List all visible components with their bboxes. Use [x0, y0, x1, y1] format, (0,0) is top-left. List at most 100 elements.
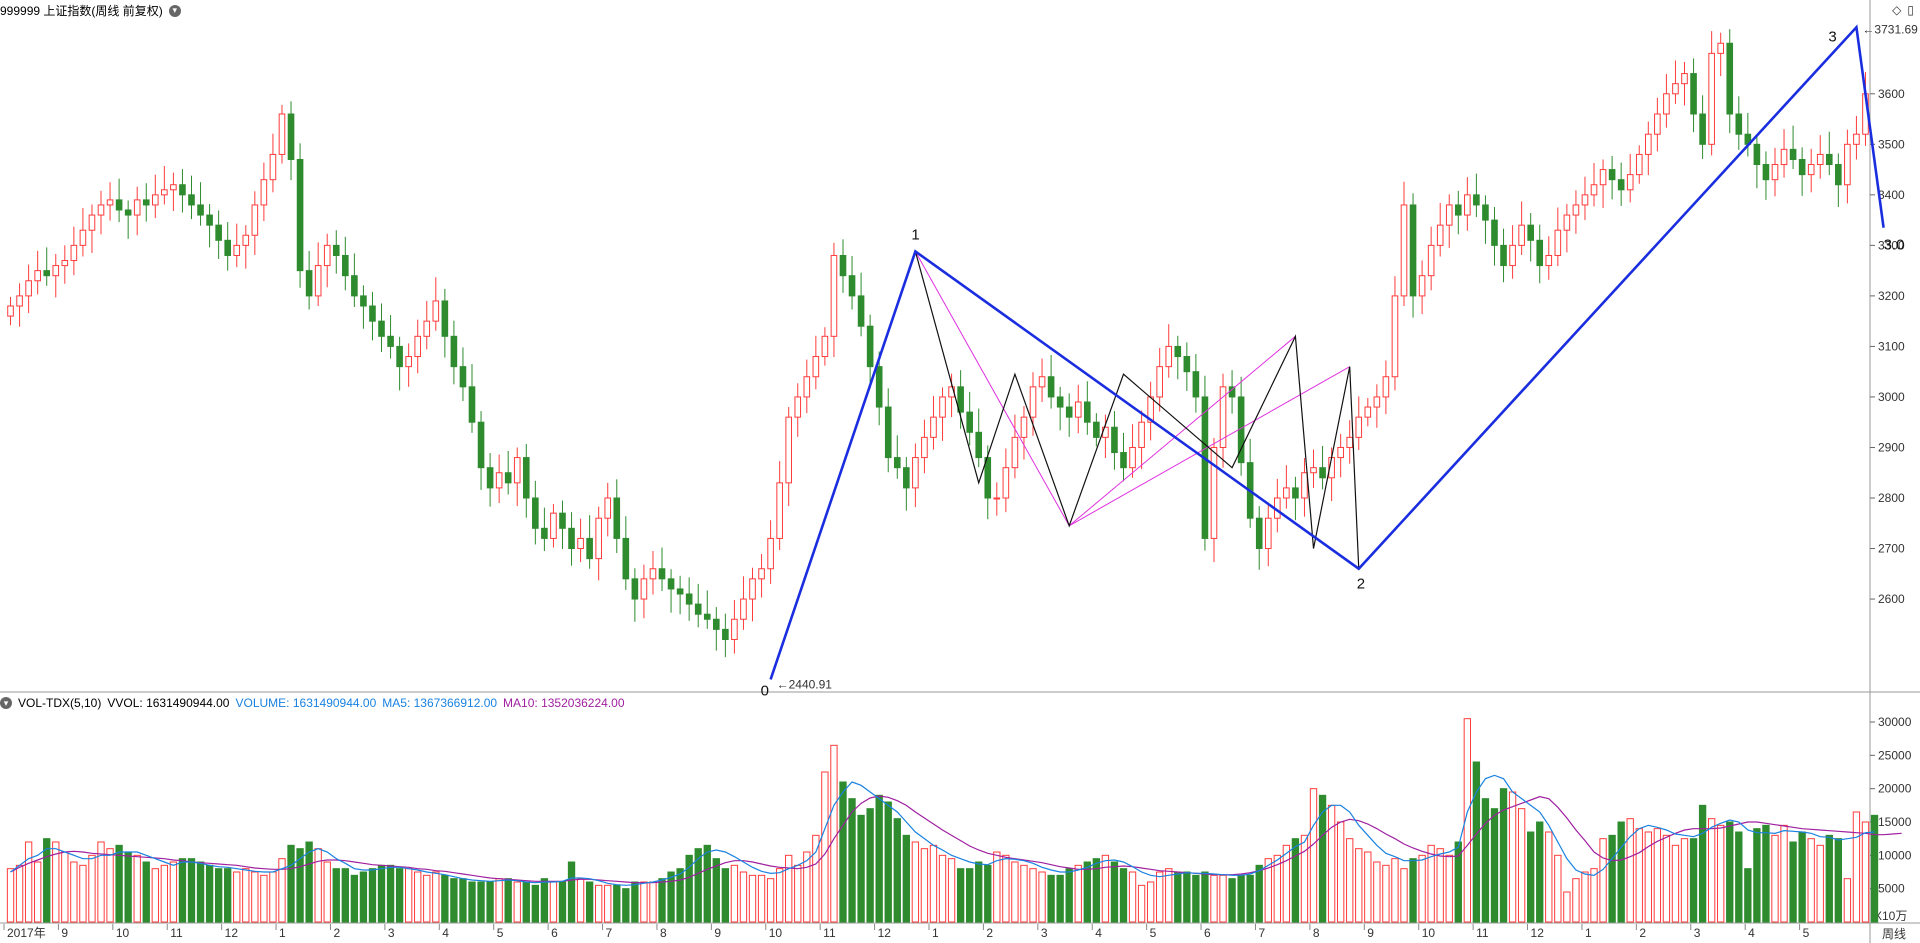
volume-bar — [1635, 828, 1643, 923]
volume-bar — [975, 861, 983, 923]
candle-body — [930, 416, 937, 438]
candle-body — [233, 244, 241, 256]
date-tick-label: 10 — [116, 926, 130, 940]
volume-bar — [368, 868, 377, 923]
volume-bar — [1499, 788, 1508, 923]
candle-body — [1111, 426, 1118, 454]
candle-body — [1065, 406, 1073, 418]
volume-bar — [486, 881, 494, 923]
candle-body — [1482, 204, 1489, 221]
volume-bar — [1174, 871, 1182, 923]
date-tick-label: 7 — [1258, 926, 1265, 940]
candles-group — [7, 29, 1869, 658]
candle-body — [758, 568, 765, 580]
volume-bar — [1101, 854, 1110, 923]
volume-bar — [938, 854, 947, 923]
date-tick-label: 2 — [1639, 926, 1646, 940]
ma5-text: MA5: 1367366912.00 — [382, 696, 498, 710]
candle-body — [903, 467, 910, 489]
candle-body — [875, 366, 883, 408]
volume-bar — [224, 868, 232, 923]
volume-bar — [1128, 871, 1137, 923]
volume-bar — [1291, 838, 1300, 923]
date-tick-label: 2017年 — [7, 926, 46, 940]
volume-bar — [61, 851, 69, 923]
candle-body — [550, 512, 557, 539]
volume-bar — [721, 868, 730, 923]
volume-bar — [1671, 844, 1680, 923]
volume-bar — [1545, 831, 1553, 923]
candle-body — [7, 305, 14, 317]
volume-bar — [558, 881, 567, 923]
candle-body — [785, 416, 793, 484]
candle-body — [1120, 452, 1127, 469]
candle-body — [694, 603, 702, 615]
volume-bar — [757, 874, 766, 923]
ma10-text: MA10: 1352036224.00 — [503, 696, 625, 710]
volume-bar — [1490, 808, 1499, 923]
volume-bar — [540, 878, 549, 923]
volume-bar — [622, 888, 630, 923]
candle-body — [1346, 436, 1354, 448]
candle-body — [414, 335, 422, 358]
chevron-down-icon-volume[interactable]: ▾ — [0, 697, 12, 709]
volume-bar — [1508, 791, 1517, 923]
candle-body — [1264, 517, 1272, 550]
date-tick-label: 9 — [714, 926, 721, 940]
volume-bar — [739, 871, 748, 923]
date-tick-label: 3 — [388, 926, 395, 940]
volume-bar — [703, 844, 711, 923]
candle-body — [1717, 42, 1725, 54]
candle-body — [1047, 376, 1055, 398]
volume-bar — [613, 884, 621, 923]
volume-bar — [748, 874, 757, 923]
volume-bar — [712, 858, 720, 923]
price-tick-label: 3400 — [1878, 188, 1905, 202]
candle-body — [450, 335, 458, 368]
candle-body — [1183, 356, 1191, 373]
volume-bar — [893, 818, 901, 923]
candle-body — [1029, 386, 1037, 418]
volume-bar — [1834, 838, 1842, 923]
candle-body — [667, 578, 675, 590]
candle-body — [1708, 52, 1715, 145]
candle-body — [1753, 143, 1761, 166]
volume-bar — [1156, 871, 1164, 923]
candle-body — [1554, 229, 1562, 256]
chevron-down-icon[interactable]: ▾ — [168, 4, 181, 17]
volume-bar — [1201, 871, 1209, 923]
date-tick-label: 1 — [1585, 926, 1592, 940]
volume-bar — [1445, 854, 1453, 923]
price-tick-label: 2900 — [1878, 440, 1905, 454]
panel-toggle-icon[interactable]: ▯ — [1907, 3, 1914, 17]
volume-bar — [902, 834, 910, 923]
candle-body — [1319, 467, 1326, 479]
date-tick-label: 2 — [986, 926, 993, 940]
candle-body — [1590, 184, 1598, 196]
candle-body — [1762, 164, 1770, 181]
volume-bar — [567, 861, 576, 923]
volume-bar — [178, 858, 187, 923]
candle-body — [405, 356, 412, 368]
volume-bar — [1527, 831, 1535, 923]
volume-bar — [151, 868, 159, 923]
diamond-icon[interactable]: ◇ — [1892, 3, 1902, 17]
volume-bar — [1744, 868, 1752, 923]
candle-body — [296, 158, 304, 272]
candle-body — [1192, 371, 1200, 398]
date-tick-label: 1 — [932, 926, 939, 940]
volume-bar — [1825, 834, 1833, 923]
candle-body — [559, 512, 566, 529]
volume-bar — [1807, 838, 1815, 923]
candle-body — [839, 254, 847, 277]
volume-bar — [495, 878, 503, 923]
candle-body — [1581, 194, 1589, 206]
date-tick-label: 5 — [1803, 926, 1810, 940]
volume-bar — [1092, 858, 1101, 923]
volume-bar — [631, 881, 639, 923]
candle-body — [1038, 376, 1046, 388]
volume-bar — [766, 878, 775, 923]
volume-bar — [576, 878, 585, 923]
candle-body — [731, 618, 738, 640]
